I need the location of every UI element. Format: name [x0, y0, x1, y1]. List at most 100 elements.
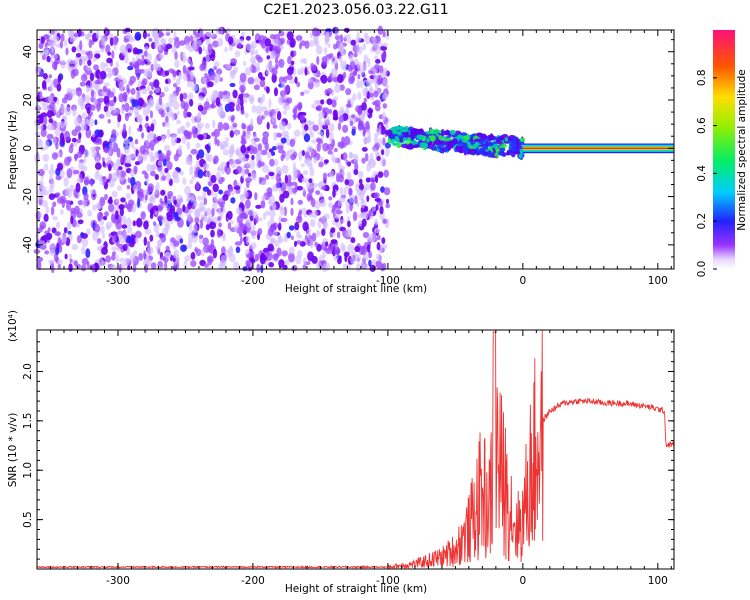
spectrogram-cell — [238, 221, 244, 228]
spectrogram-cell — [46, 109, 53, 119]
spectrogram-cell — [383, 169, 390, 178]
spectrogram-cell — [345, 201, 351, 208]
spectrogram-cell — [345, 230, 351, 240]
spectrogram-signal-cell — [416, 134, 424, 140]
spectrogram-cell — [118, 93, 125, 103]
spectrogram-cell — [267, 187, 273, 195]
spectrogram-cell — [34, 65, 42, 75]
spectrogram-cell — [79, 40, 83, 51]
spectrogram-cell — [262, 93, 265, 103]
spectrogram-cell — [180, 244, 187, 252]
spectrogram-cell — [292, 187, 297, 194]
spectrogram-cell — [39, 221, 47, 230]
spectrogram-cell — [283, 237, 288, 243]
spectrogram-cell — [284, 85, 290, 94]
spectrogram-cell — [229, 82, 236, 88]
spectrogram-cell — [229, 69, 237, 76]
spectrogram-cell — [40, 112, 48, 118]
spectrogram-cell — [196, 134, 204, 140]
spectrogram-x-ticks: -300 -200 -100 0 100 — [49, 30, 672, 287]
y-tick-label: 1.5 — [22, 413, 34, 430]
spectrogram-cell — [374, 197, 382, 202]
spectrogram-cell — [336, 246, 340, 256]
spectrogram-cell — [120, 215, 127, 223]
spectrogram-cell — [322, 249, 327, 259]
spectrogram-cell — [155, 63, 162, 71]
spectrogram-cell — [83, 176, 90, 186]
spectrogram-cell — [333, 96, 339, 101]
spectrogram-cell — [250, 242, 257, 250]
spectrogram-cell — [298, 151, 303, 161]
spectrogram-cell — [251, 105, 257, 113]
spectrogram-cell — [120, 197, 126, 203]
spectrogram-cell — [341, 170, 345, 177]
spectrogram-cell — [249, 159, 256, 170]
spectrogram-cell — [325, 241, 329, 247]
x-tick-label: -300 — [106, 575, 130, 587]
spectrogram-cell — [202, 132, 207, 139]
spectrogram-cell — [153, 57, 157, 67]
spectrogram-signal-cell — [425, 131, 431, 135]
spectrogram-cell — [280, 154, 285, 162]
spectrogram-cell — [326, 98, 333, 105]
spectrogram-cell — [316, 261, 322, 270]
spectrogram-cell — [224, 165, 228, 172]
spectrogram-cell — [376, 242, 381, 251]
spectrogram-cell — [344, 253, 348, 263]
spectrogram-cell — [150, 170, 156, 177]
spectrogram-cell — [128, 199, 135, 206]
spectrogram-cell — [304, 124, 309, 131]
spectrogram-cell — [301, 207, 307, 215]
spectrogram-cell — [197, 95, 204, 101]
spectrogram-cell — [122, 123, 127, 133]
spectrogram-cell — [245, 199, 251, 209]
spectrogram-cell — [50, 180, 55, 189]
spectrogram-cell — [173, 240, 180, 247]
spectrogram-cell — [35, 104, 41, 110]
spectrogram-cell — [288, 187, 293, 193]
spectrogram-cell — [187, 92, 194, 102]
spectrogram-cell — [291, 148, 295, 153]
spectrogram-cell — [116, 158, 121, 167]
spectrogram-cell — [111, 254, 116, 261]
spectrogram-cell — [89, 188, 97, 195]
spectrogram-cell — [150, 123, 155, 132]
spectrogram-cell — [311, 197, 316, 208]
spectrogram-cell — [99, 70, 107, 80]
spectrogram-cell — [118, 204, 125, 210]
spectrogram-cell — [277, 96, 284, 104]
spectrogram-cell — [40, 36, 45, 45]
colorbar-tick-label: 0.6 — [696, 117, 708, 134]
spectrogram-cell — [151, 163, 157, 171]
spectrogram-cell — [178, 126, 185, 134]
spectrogram-cell — [154, 174, 159, 180]
spectrogram-cell — [84, 33, 90, 40]
spectrogram-cell — [155, 231, 160, 238]
spectrogram-cell — [160, 170, 166, 176]
spectrogram-cell — [146, 84, 151, 92]
spectrogram-cell — [202, 237, 209, 247]
spectrogram-cell — [315, 229, 320, 238]
spectrogram-cell — [363, 97, 367, 103]
spectrogram-cell — [267, 243, 274, 252]
spectrogram-cell — [182, 92, 188, 100]
spectrogram-cell — [146, 125, 151, 133]
spectrogram-cell — [136, 127, 143, 132]
spectrogram-cell — [118, 166, 123, 171]
spectrogram-signal-cell — [449, 129, 456, 135]
spectrogram-cell — [280, 217, 288, 223]
spectrogram-cell — [385, 203, 391, 209]
spectrogram-cell — [205, 152, 210, 162]
spectrogram-cell — [269, 158, 275, 167]
spectrogram-cell — [312, 72, 318, 77]
spectrogram-cell — [67, 230, 72, 235]
spectrogram-cell — [325, 128, 330, 139]
spectrogram-cell — [328, 202, 333, 208]
spectrogram-cell — [385, 121, 389, 130]
spectrogram-cell — [96, 238, 102, 245]
spectrogram-cell — [228, 36, 234, 45]
spectrogram-cell — [362, 253, 370, 261]
spectrogram-cell — [48, 118, 54, 124]
spectrogram-signal-cell — [437, 144, 442, 150]
spectrogram-cell — [321, 263, 329, 273]
